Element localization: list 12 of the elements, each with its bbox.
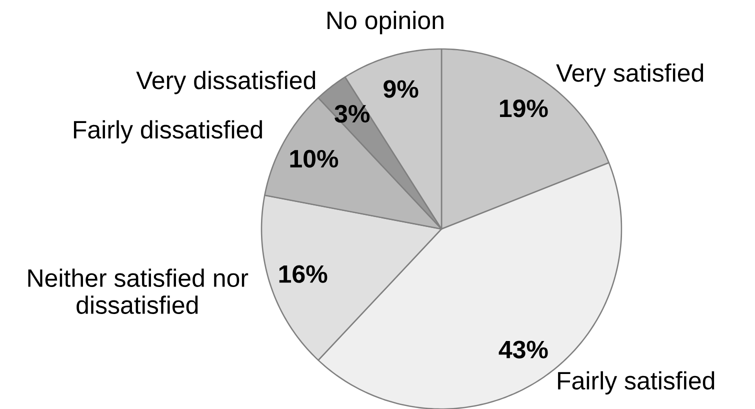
data-label: 10% [290, 150, 338, 168]
data-label: 3% [334, 104, 370, 123]
data-label: 19% [500, 100, 548, 118]
slice-label: Very satisfied [556, 63, 704, 87]
slice-label: Fairly satisfied [558, 371, 714, 395]
data-label: 16% [279, 265, 328, 283]
data-label: 9% [384, 80, 418, 98]
slice-label: Very dissatisfied [136, 70, 316, 94]
slice-label: Fairly dissatisfied [74, 120, 262, 144]
slice-label: Neither satisfied nor dissatisfied [28, 268, 248, 314]
data-label: 43% [498, 340, 548, 358]
slice-label: No opinion [328, 10, 444, 34]
